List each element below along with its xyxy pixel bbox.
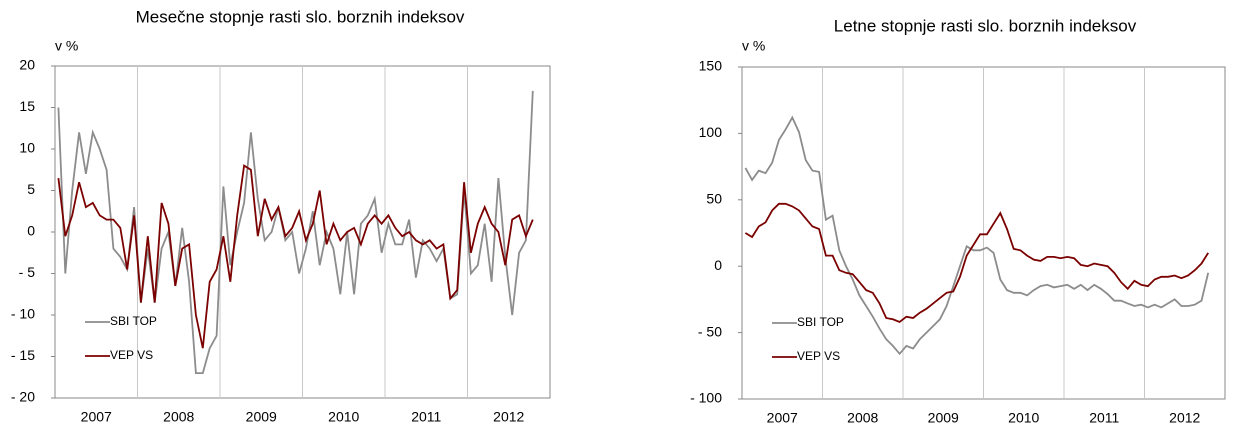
y-tick-label: - 20	[11, 389, 35, 405]
y-tick-label: 150	[699, 58, 723, 74]
y-tick-label: - 5	[19, 264, 36, 280]
x-tick-label: 2009	[928, 410, 959, 426]
x-tick-label: 2012	[493, 409, 524, 425]
x-tick-label: 2008	[163, 409, 194, 425]
series-line	[57, 164, 534, 349]
legend-label: SBI TOP	[110, 314, 157, 328]
x-tick-label: 2007	[767, 410, 798, 426]
y-tick-label: - 15	[11, 347, 35, 363]
y-tick-label: 5	[27, 181, 35, 197]
x-tick-label: 2010	[328, 409, 359, 425]
y-tick-label: 20	[19, 57, 35, 73]
y-tick-label: 50	[706, 191, 722, 207]
y-tick-label: 0	[27, 223, 35, 239]
y-tick-label: 100	[699, 124, 723, 140]
series-line	[744, 115, 1210, 356]
x-tick-label: 2011	[1089, 410, 1119, 426]
chart-title: Letne stopnje rasti slo. borznih indekso…	[834, 16, 1137, 35]
x-tick-label: 2009	[246, 409, 277, 425]
x-tick-label: 2012	[1169, 410, 1200, 426]
y-tick-label: 15	[19, 98, 35, 114]
y-tick-label: 0	[714, 257, 722, 273]
y-tick-label: 10	[19, 140, 35, 156]
y-unit: v %	[742, 38, 765, 54]
x-tick-label: 2007	[81, 409, 112, 425]
series-line	[744, 202, 1209, 324]
legend-label: VEP VS	[797, 349, 840, 363]
y-tick-label: - 10	[11, 306, 35, 322]
y-tick-label: - 50	[698, 323, 722, 339]
legend-label: SBI TOP	[797, 315, 844, 329]
x-tick-label: 2008	[847, 410, 878, 426]
chart-title: Mesečne stopnje rasti slo. borznih indek…	[136, 7, 465, 26]
legend-label: VEP VS	[110, 348, 153, 362]
x-tick-label: 2010	[1008, 410, 1039, 426]
y-tick-label: - 100	[690, 390, 722, 406]
y-unit: v %	[55, 38, 78, 54]
x-tick-label: 2011	[411, 409, 441, 425]
